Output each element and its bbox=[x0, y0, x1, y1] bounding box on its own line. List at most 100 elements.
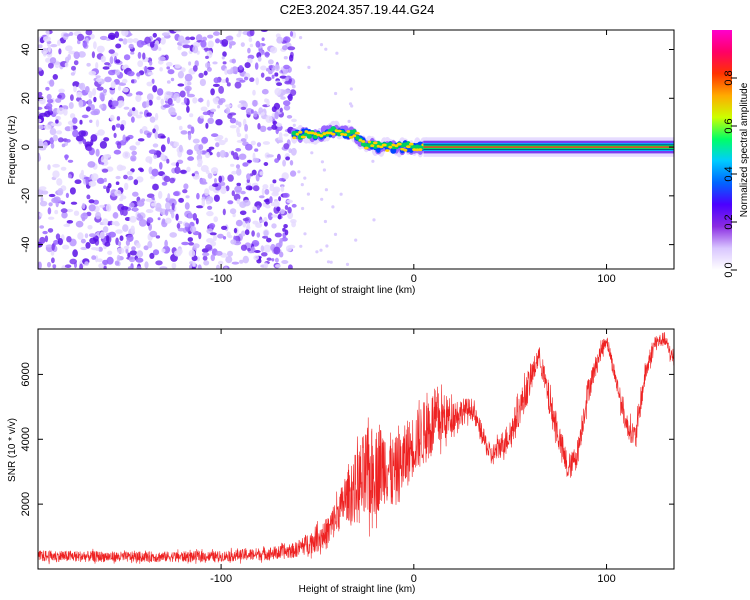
noise-blob bbox=[90, 104, 95, 111]
noise-blob bbox=[325, 244, 329, 248]
noise-blob bbox=[268, 65, 273, 69]
noise-blob bbox=[238, 121, 242, 128]
noise-blob bbox=[212, 97, 220, 103]
noise-blob bbox=[263, 221, 268, 227]
noise-blob bbox=[149, 60, 153, 66]
noise-blob bbox=[196, 192, 200, 200]
noise-blob bbox=[205, 122, 209, 129]
noise-blob bbox=[176, 223, 181, 229]
noise-blob bbox=[95, 148, 100, 157]
noise-blob bbox=[278, 132, 283, 139]
noise-blob bbox=[236, 126, 240, 135]
noise-blob bbox=[273, 102, 281, 110]
noise-blob bbox=[287, 206, 292, 214]
track-blob bbox=[363, 146, 369, 150]
noise-blob bbox=[129, 202, 135, 208]
noise-blob bbox=[246, 222, 250, 229]
noise-blob bbox=[164, 239, 168, 248]
noise-blob bbox=[224, 68, 228, 75]
noise-blob bbox=[106, 256, 114, 265]
noise-blob bbox=[49, 137, 54, 145]
noise-blob bbox=[187, 132, 192, 141]
noise-blob bbox=[167, 98, 173, 105]
noise-blob bbox=[155, 202, 162, 211]
noise-blob bbox=[221, 56, 225, 60]
noise-blob bbox=[80, 246, 88, 251]
noise-blob bbox=[303, 232, 307, 236]
noise-blob bbox=[231, 261, 240, 265]
noise-blob bbox=[104, 62, 111, 66]
x-tick-label: 0 bbox=[411, 273, 417, 285]
noise-blob bbox=[152, 85, 158, 93]
noise-blob bbox=[206, 148, 212, 153]
noise-blob bbox=[230, 163, 235, 167]
noise-blob bbox=[200, 106, 208, 112]
noise-blob bbox=[289, 31, 294, 37]
noise-blob bbox=[245, 143, 253, 151]
noise-blob bbox=[38, 188, 44, 196]
noise-blob bbox=[252, 157, 259, 163]
noise-blob bbox=[221, 39, 229, 47]
noise-blob bbox=[119, 100, 125, 107]
track-blob bbox=[358, 138, 362, 142]
noise-blob bbox=[114, 31, 120, 39]
noise-blob bbox=[177, 71, 184, 79]
noise-blob bbox=[65, 45, 73, 52]
noise-blob bbox=[262, 141, 270, 145]
noise-blob bbox=[267, 212, 273, 221]
noise-blob bbox=[198, 144, 204, 151]
noise-blob bbox=[186, 149, 193, 156]
noise-blob bbox=[320, 160, 324, 164]
noise-blob bbox=[105, 203, 112, 212]
noise-blob bbox=[90, 110, 99, 116]
noise-blob bbox=[38, 261, 42, 269]
track-blob bbox=[367, 140, 371, 144]
noise-blob bbox=[55, 98, 62, 103]
noise-blob bbox=[224, 137, 228, 143]
noise-blob bbox=[133, 179, 139, 186]
noise-blob bbox=[189, 36, 196, 41]
noise-blob bbox=[43, 124, 52, 130]
noise-blob bbox=[215, 38, 220, 44]
noise-blob bbox=[57, 39, 61, 46]
noise-blob bbox=[324, 188, 328, 192]
track-blob bbox=[298, 130, 303, 134]
noise-blob bbox=[38, 44, 43, 49]
noise-blob bbox=[279, 251, 284, 258]
noise-blob bbox=[185, 36, 191, 41]
noise-blob bbox=[95, 119, 100, 128]
noise-blob bbox=[122, 151, 131, 159]
noise-blob bbox=[297, 170, 301, 174]
x-tick-label: 100 bbox=[597, 273, 615, 285]
noise-blob bbox=[291, 203, 297, 208]
noise-blob bbox=[52, 134, 59, 142]
noise-blob bbox=[283, 224, 288, 229]
noise-blob bbox=[200, 40, 207, 48]
track-blob bbox=[381, 143, 387, 147]
noise-blob bbox=[88, 90, 93, 99]
noise-blob bbox=[50, 142, 55, 149]
track-blob bbox=[394, 144, 399, 148]
noise-blob bbox=[289, 54, 294, 62]
noise-blob bbox=[113, 149, 122, 155]
noise-blob bbox=[160, 144, 166, 153]
noise-blob bbox=[265, 76, 272, 82]
noise-blob bbox=[113, 220, 119, 225]
noise-blob bbox=[283, 100, 291, 106]
noise-blob bbox=[274, 72, 279, 77]
noise-blob bbox=[258, 107, 264, 114]
noise-blob bbox=[292, 123, 296, 127]
noise-blob bbox=[165, 201, 171, 210]
noise-blob bbox=[109, 56, 114, 65]
noise-blob bbox=[208, 146, 215, 150]
track-blob bbox=[361, 140, 366, 143]
noise-blob bbox=[115, 229, 123, 234]
noise-blob bbox=[38, 124, 44, 130]
track-blob bbox=[348, 135, 354, 139]
colorbar-label: Normalized spectral amplitude bbox=[739, 82, 750, 217]
noise-blob bbox=[103, 185, 107, 189]
noise-blob bbox=[216, 151, 221, 158]
noise-blob bbox=[240, 190, 246, 195]
noise-blob bbox=[99, 92, 105, 101]
noise-blob bbox=[104, 241, 111, 247]
